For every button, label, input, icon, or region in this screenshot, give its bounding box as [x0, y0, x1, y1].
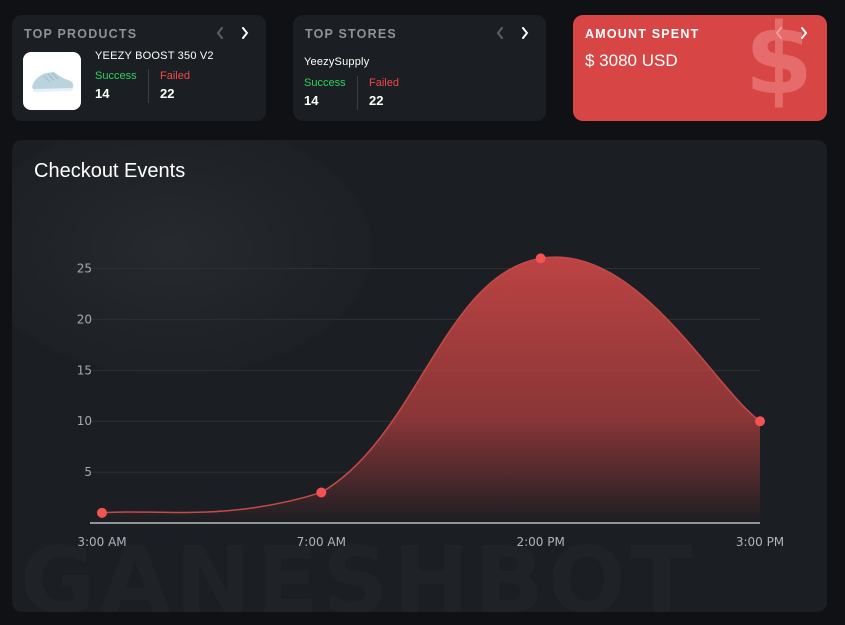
product-image[interactable]: [23, 52, 81, 110]
store-name: YeezySupply: [304, 56, 370, 68]
topo-decoration: [12, 140, 372, 375]
y-tick-label: 5: [84, 465, 92, 479]
success-value: 14: [95, 86, 110, 101]
next-arrow-icon[interactable]: [798, 25, 809, 41]
x-tick-label: 7:00 AM: [297, 535, 346, 549]
amount-spent-title: AMOUNT SPENT: [585, 27, 700, 41]
failed-label: Failed: [369, 77, 399, 89]
top-products-nav: [214, 25, 250, 41]
success-value: 14: [304, 93, 319, 108]
y-tick-label: 10: [77, 414, 92, 428]
prev-arrow-icon[interactable]: [214, 25, 225, 41]
series-area: [102, 257, 760, 523]
product-success-stat: Success 14: [95, 70, 137, 101]
success-label: Success: [304, 77, 346, 89]
amount-spent-card: $ AMOUNT SPENT $ 3080 USD: [573, 15, 827, 121]
data-point[interactable]: [755, 416, 765, 427]
product-failed-stat: Failed 22: [160, 70, 190, 101]
y-tick-label: 15: [77, 363, 92, 377]
top-products-card: TOP PRODUCTS YEEZY BOOST 350 V2 Success …: [12, 15, 266, 121]
top-stores-nav: [494, 25, 530, 41]
top-products-title: TOP PRODUCTS: [24, 27, 138, 41]
top-stores-card: TOP STORES YeezySupply Success 14 Failed…: [293, 15, 546, 121]
data-point[interactable]: [535, 253, 546, 264]
store-failed-stat: Failed 22: [369, 77, 399, 108]
amount-spent-value: $ 3080 USD: [585, 51, 678, 70]
prev-arrow-icon[interactable]: [494, 25, 505, 41]
x-tick-label: 2:00 PM: [516, 535, 564, 549]
x-tick-label: 3:00 AM: [77, 535, 126, 549]
failed-value: 22: [369, 93, 384, 108]
stat-divider: [148, 69, 149, 103]
failed-value: 22: [160, 86, 175, 101]
y-tick-label: 20: [77, 312, 92, 326]
success-label: Success: [95, 70, 137, 82]
next-arrow-icon[interactable]: [519, 25, 530, 41]
next-arrow-icon[interactable]: [239, 25, 250, 41]
series-line: [101, 256, 761, 514]
x-tick-label: 3:00 PM: [736, 535, 784, 549]
amount-spent-nav: [773, 25, 809, 41]
data-point[interactable]: [316, 487, 327, 498]
checkout-events-chart: 5 10 15 20 25 3:00 AM 7:00 AM 2:00 PM 3:00 PM: [77, 253, 784, 549]
top-stores-title: TOP STORES: [305, 27, 397, 41]
data-point[interactable]: [97, 507, 107, 518]
store-success-stat: Success 14: [304, 77, 346, 108]
failed-label: Failed: [160, 70, 190, 82]
brand-watermark: GANESHBOT: [20, 527, 697, 612]
prev-arrow-icon[interactable]: [773, 25, 784, 41]
product-name: YEEZY BOOST 350 V2: [95, 50, 214, 62]
stat-divider: [357, 76, 358, 110]
chart-title: Checkout Events: [34, 160, 186, 182]
y-tick-label: 25: [77, 262, 92, 276]
sneaker-icon: [32, 72, 74, 92]
checkout-events-card: GANESHBOT Checkout Events 5 10 15 20 25 3:00 …: [12, 140, 827, 612]
